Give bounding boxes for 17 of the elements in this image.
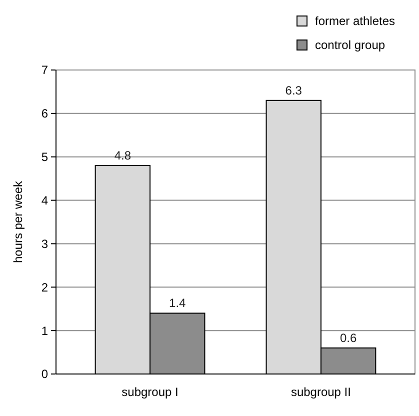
data-label: 1.4 [169,296,186,310]
legend-label: former athletes [315,14,396,28]
y-tick-label: 5 [41,150,48,164]
y-tick-label: 7 [41,63,48,78]
x-tick-label: subgroup II [290,385,351,399]
y-tick-label: 2 [41,280,48,294]
data-label: 0.6 [340,330,357,345]
y-tick-label: 3 [41,236,48,251]
y-tick-label: 0 [41,367,48,382]
y-tick-label: 4 [41,193,48,208]
y-tick-label: 6 [41,106,48,121]
x-tick-label: subgroup I [122,385,178,399]
legend-label: control group [315,38,386,52]
y-axis-title: hours per week [11,180,25,264]
data-label: 6.3 [285,83,302,98]
y-tick-label: 1 [41,324,48,338]
data-label: 4.8 [114,148,132,163]
